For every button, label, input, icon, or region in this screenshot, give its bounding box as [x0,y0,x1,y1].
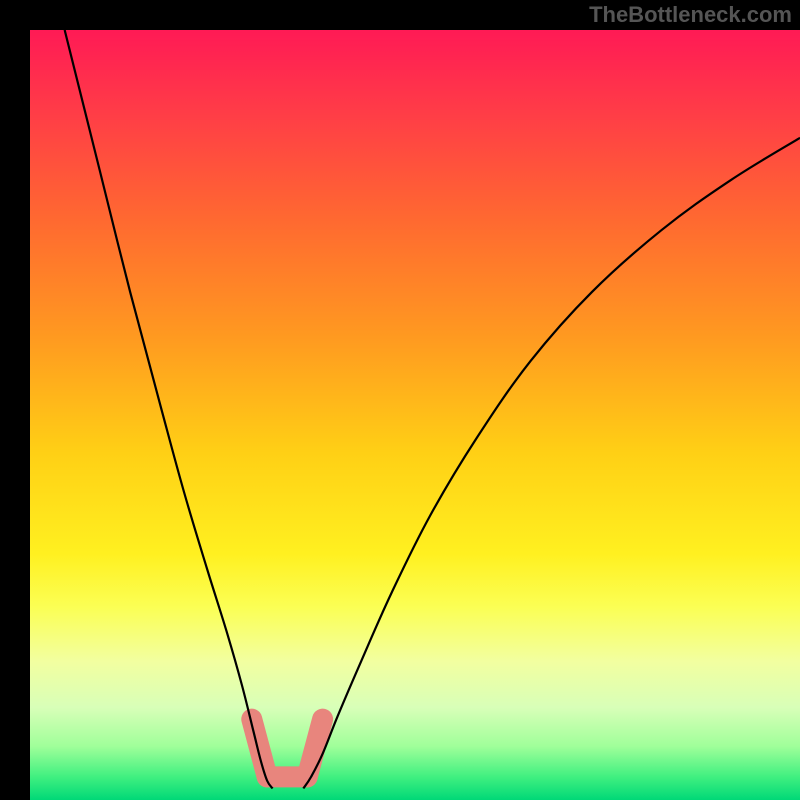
chart-container: TheBottleneck.com [0,0,800,800]
curve-left-branch [65,30,273,788]
curve-right-branch [303,138,800,789]
watermark-text: TheBottleneck.com [589,2,792,28]
plot-area [30,30,800,800]
curve-overlay [30,30,800,800]
